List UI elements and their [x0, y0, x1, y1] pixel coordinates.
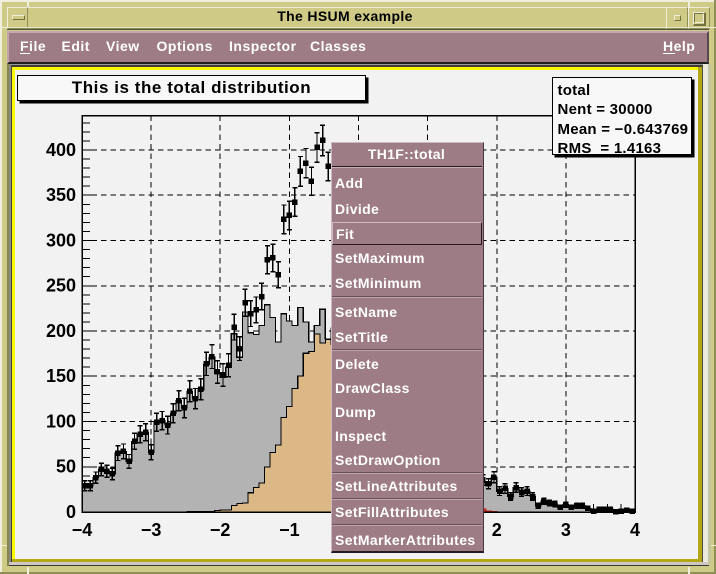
svg-text:2: 2 [492, 520, 502, 540]
svg-text:250: 250 [46, 276, 76, 296]
svg-text:−3: −3 [141, 520, 162, 540]
svg-text:100: 100 [46, 411, 76, 431]
svg-text:150: 150 [46, 366, 76, 386]
svg-text:350: 350 [46, 185, 76, 205]
svg-text:0: 0 [66, 502, 76, 522]
svg-text:300: 300 [46, 230, 76, 250]
svg-text:3: 3 [561, 520, 571, 540]
svg-text:−2: −2 [210, 520, 231, 540]
svg-text:200: 200 [46, 321, 76, 341]
svg-text:400: 400 [46, 140, 76, 160]
svg-text:−1: −1 [279, 520, 300, 540]
svg-text:50: 50 [56, 457, 76, 477]
svg-text:4: 4 [630, 520, 640, 540]
svg-text:−4: −4 [72, 520, 93, 540]
